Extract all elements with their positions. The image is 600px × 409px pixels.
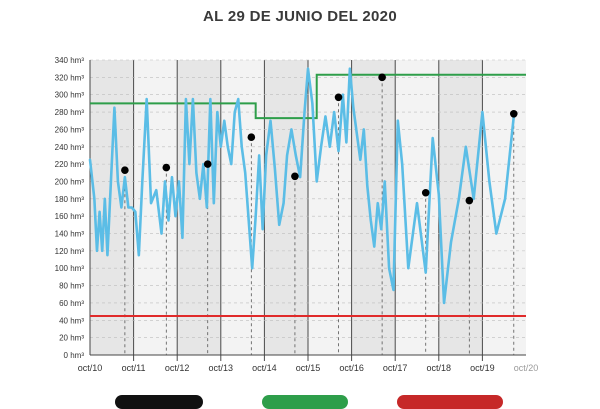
x-tick-label: oct/14 <box>252 363 277 373</box>
x-tick-label: oct/13 <box>209 363 234 373</box>
y-tick-label: 320 hm³ <box>55 73 85 82</box>
y-tick-label: 220 hm³ <box>55 160 85 169</box>
x-axis: oct/10 oct/11 oct/12 oct/13 oct/14 oct/15 oct/… <box>78 354 539 373</box>
legend-pill-black <box>115 395 203 409</box>
x-tick-label: oct/20 <box>514 363 539 373</box>
year-band <box>264 60 308 355</box>
y-tick-label: 240 hm³ <box>55 143 85 152</box>
y-tick-label: 280 hm³ <box>55 108 85 117</box>
markers-layer <box>121 73 518 205</box>
y-axis: 0 hm³ 20 hm³ 40 hm³ 60 hm³ 80 hm³ 100 hm³ 120 … <box>55 56 91 360</box>
data-marker <box>509 109 518 118</box>
x-tick-label: oct/11 <box>122 363 146 373</box>
series-layer <box>88 67 516 305</box>
year-band <box>90 60 134 355</box>
data-marker <box>162 163 171 172</box>
y-tick-label: 80 hm³ <box>59 282 84 291</box>
y-tick-label: 120 hm³ <box>55 247 85 256</box>
y-tick-label: 60 hm³ <box>59 299 84 308</box>
y-tick-label: 0 hm³ <box>64 351 85 360</box>
x-tick-label: oct/16 <box>339 363 364 373</box>
x-tick-label: oct/18 <box>427 363 452 373</box>
legend-pill-red <box>397 395 503 409</box>
data-marker <box>334 93 343 102</box>
y-tick-label: 300 hm³ <box>55 91 85 100</box>
chart-area: 0 hm³ 20 hm³ 40 hm³ 60 hm³ 80 hm³ 100 hm³ 120 … <box>55 56 539 373</box>
y-tick-label: 200 hm³ <box>55 177 85 186</box>
data-marker <box>121 166 129 174</box>
data-marker <box>247 133 256 142</box>
y-tick-label: 160 hm³ <box>55 212 85 221</box>
data-marker <box>291 172 299 181</box>
data-marker <box>465 196 474 205</box>
y-tick-label: 20 hm³ <box>59 334 84 343</box>
data-marker <box>378 73 386 82</box>
data-marker <box>203 160 212 168</box>
data-marker <box>421 188 430 197</box>
year-band <box>438 60 483 355</box>
y-tick-label: 340 hm³ <box>55 56 85 65</box>
y-tick-label: 100 hm³ <box>55 264 85 273</box>
y-tick-label: 260 hm³ <box>55 125 85 134</box>
year-band <box>351 60 396 355</box>
y-tick-label: 40 hm³ <box>59 316 84 325</box>
chart-title: AL 29 DE JUNIO DEL 2020 <box>203 8 397 25</box>
y-tick-label: 140 hm³ <box>55 230 85 239</box>
x-tick-label: oct/15 <box>296 363 321 373</box>
year-band <box>308 60 352 355</box>
x-tick-label: oct/17 <box>383 363 408 373</box>
x-tick-label: oct/12 <box>165 363 190 373</box>
series-line <box>88 67 516 305</box>
y-tick-label: 180 hm³ <box>55 195 85 204</box>
legend-pill-green <box>262 395 348 409</box>
x-tick-label: oct/19 <box>470 363 495 373</box>
x-tick-label: oct/10 <box>78 363 103 373</box>
